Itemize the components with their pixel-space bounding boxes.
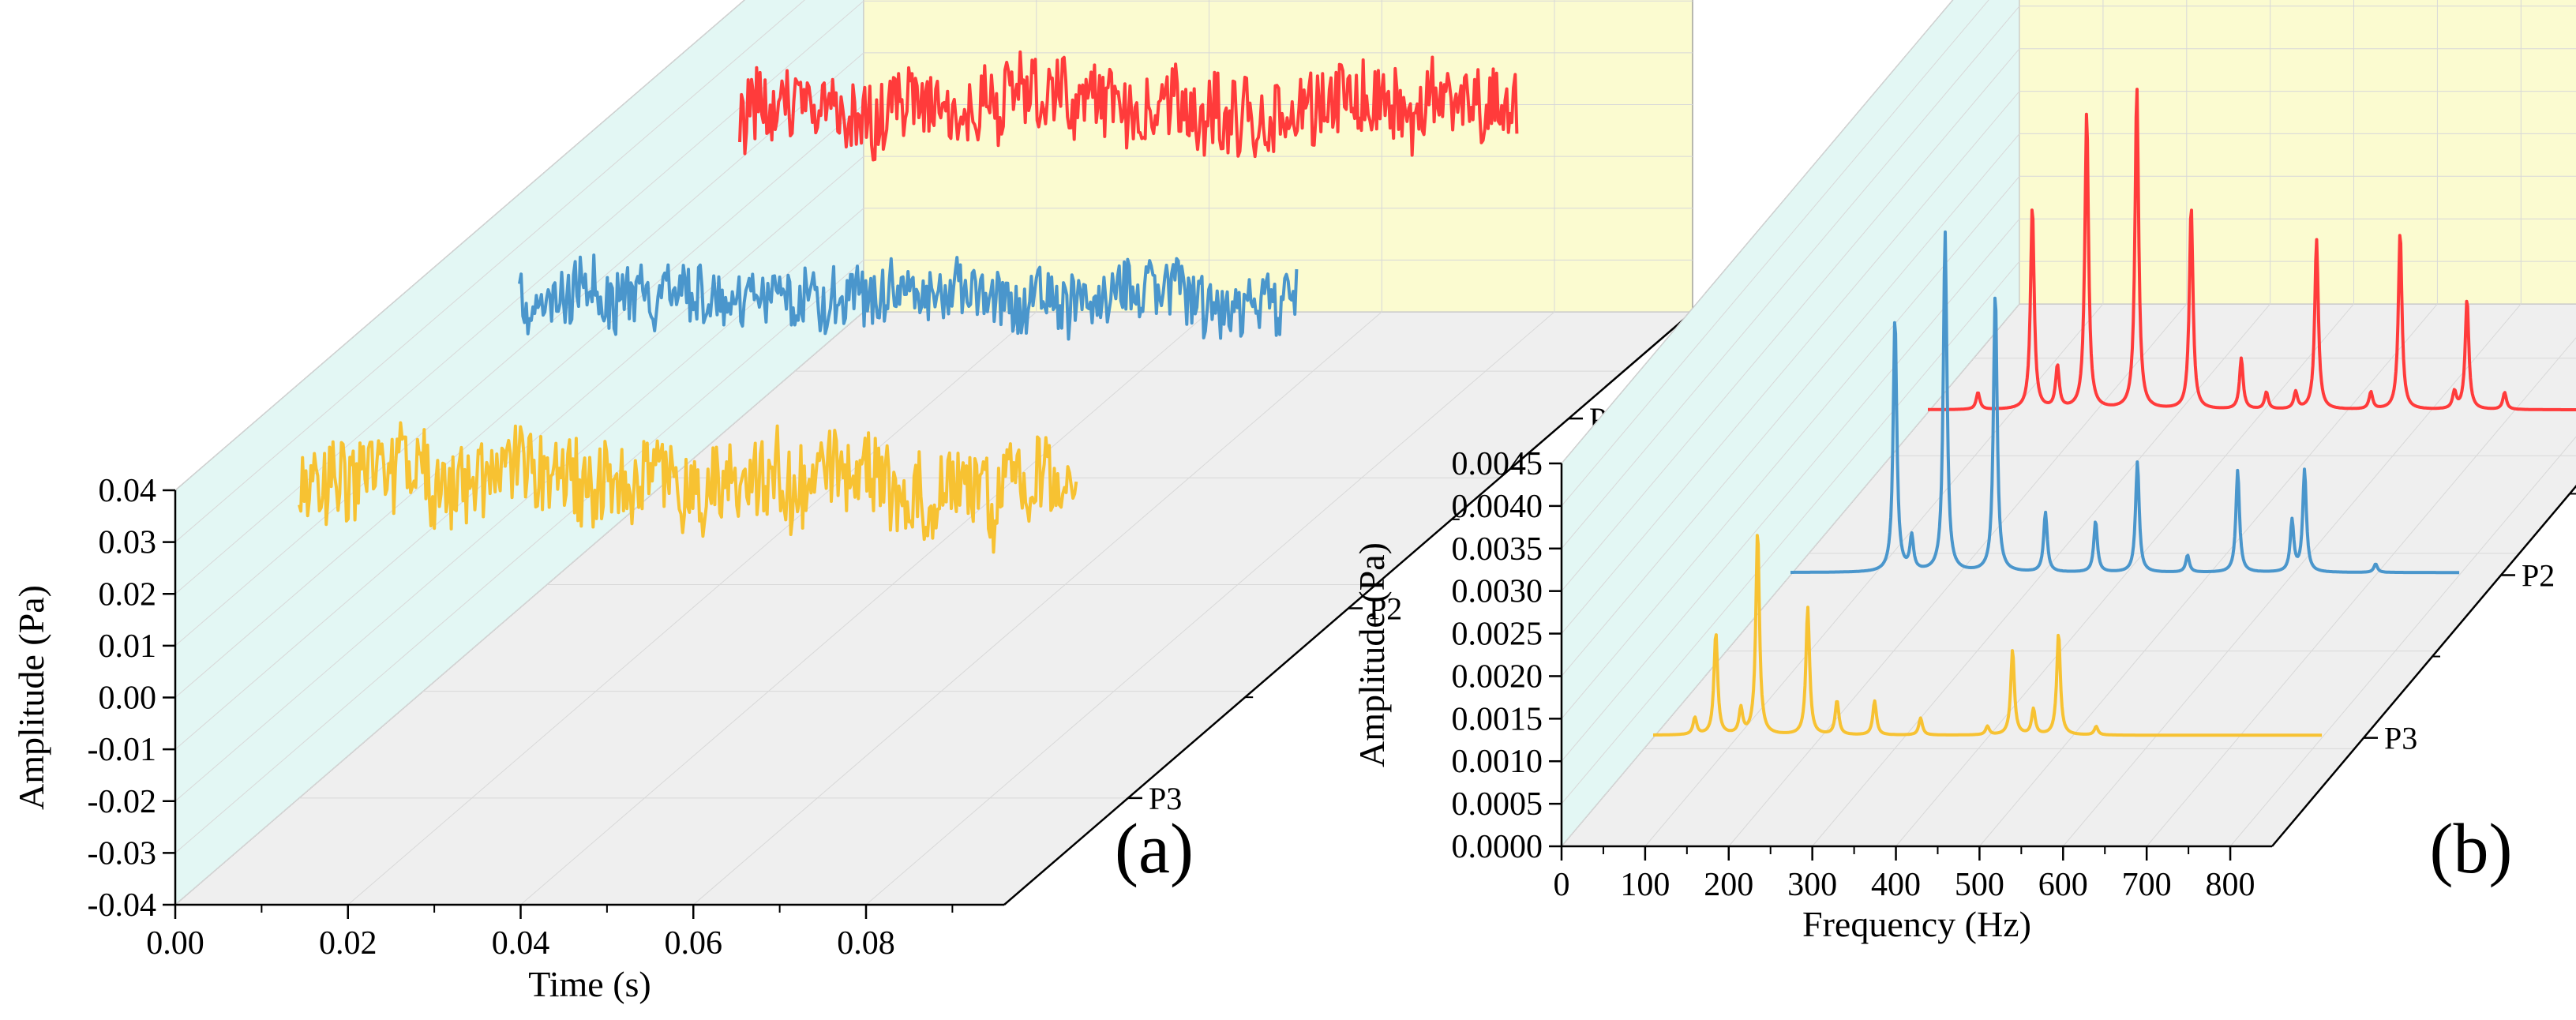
series-line-p2 <box>1790 230 2460 575</box>
x-tick-label: 300 <box>1787 867 1837 903</box>
y-tick-label: 0.0015 <box>1452 701 1543 737</box>
grid-line-y <box>1561 175 2576 719</box>
panel-label: (b) <box>2430 810 2513 888</box>
y-axis-title: Amplitude (Pa) <box>11 585 51 810</box>
x-tick-label: 500 <box>1955 867 2004 903</box>
grid-line-y <box>174 0 745 491</box>
x-tick-label: 700 <box>2122 867 2172 903</box>
grid-line-x <box>2146 337 2576 847</box>
y-tick-label: 0.0020 <box>1452 658 1543 695</box>
y-ticks: -0.04 -0.03 -0.02 -0.01 0.00 0.01 0.02 0.03 0.04 <box>88 473 175 924</box>
grid-line-y <box>1561 133 2576 677</box>
x-tick-label: 0.00 <box>146 925 204 962</box>
series-line-p1 <box>1927 88 2576 411</box>
grid-line-y <box>1561 0 1954 464</box>
y-tick-label: 0.0045 <box>1452 446 1543 482</box>
chart-panel-a: 0.00 0.02 0.04 0.06 0.08 -0.04 -0.03 -0.02 -0.01… <box>11 0 1694 1004</box>
grid-line-y <box>174 259 1693 853</box>
y-tick-label: -0.01 <box>88 732 157 768</box>
y-tick-label: 0.0005 <box>1452 786 1543 823</box>
series-label-p3: P3 <box>2384 721 2417 756</box>
series-group <box>298 50 1519 554</box>
y-tick-label: -0.04 <box>88 887 157 924</box>
x-tick-label: 0 <box>1554 867 1570 903</box>
x-tick-label: 400 <box>1871 867 1921 903</box>
series-label-p2: P2 <box>2522 558 2555 594</box>
grid-line-x <box>2229 436 2576 847</box>
series-label-p3: P3 <box>1149 781 1182 816</box>
y-tick-label: 0.01 <box>99 628 157 665</box>
y-tick-label: -0.03 <box>88 835 157 872</box>
y-tick-label: 0.0025 <box>1452 617 1543 653</box>
grid-line-y <box>1561 218 2576 762</box>
y-axis-title: Amplitude (Pa) <box>1352 542 1392 767</box>
y-tick-label: 0.03 <box>99 525 157 561</box>
x-tick-label: 800 <box>2206 867 2255 903</box>
grid-line-y <box>174 0 1693 594</box>
y-tick-label: 0.0040 <box>1452 489 1543 525</box>
series-label-p2: P2 <box>1369 591 1402 627</box>
x-tick-label: 0.02 <box>319 925 377 962</box>
y-tick-label: 0.0035 <box>1452 531 1543 568</box>
chart-panel-b: 0 100 200 300 400 500 600 700 8000.00000.00050.0… <box>1352 0 2576 944</box>
grid-line-y <box>174 0 805 542</box>
x-tick-label: 200 <box>1704 867 1753 903</box>
series-line-p3 <box>1652 534 2323 737</box>
grid-line-y <box>1561 6 2576 549</box>
series-line-p1 <box>738 50 1519 162</box>
x-tick-label: 600 <box>2038 867 2088 903</box>
grid-line-y <box>1561 0 1989 507</box>
back-wall <box>863 0 1693 313</box>
series-line-p2 <box>518 253 1299 341</box>
y-tick-label: -0.02 <box>88 784 157 820</box>
y-tick-label: 0.0000 <box>1452 829 1543 865</box>
x-axis-title: Time (s) <box>528 964 651 1004</box>
x-ticks: 0.00 0.02 0.04 0.06 0.08 <box>146 905 954 962</box>
series-line-p3 <box>298 421 1078 554</box>
grid-line-y <box>1561 48 2576 592</box>
x-tick-label: 0.08 <box>837 925 895 962</box>
grid <box>1561 0 2576 847</box>
y-tick-label: 0.00 <box>99 681 157 717</box>
series-group <box>1652 88 2576 737</box>
panel-label: (a) <box>1115 810 1194 888</box>
y-tick-label: 0.02 <box>99 576 157 613</box>
x-axis-title: Frequency (Hz) <box>1802 904 2031 944</box>
grid-line-y <box>174 208 1693 802</box>
grid-line-y <box>174 156 1693 750</box>
grid-line-y <box>1561 91 2576 634</box>
x-tick-label: 0.04 <box>492 925 550 962</box>
x-tick-label: 100 <box>1620 867 1670 903</box>
y-tick-label: 0.0030 <box>1452 574 1543 610</box>
y-ticks: 0.0000 0.0005 0.0010 0.0015 0.0020 0.0025 0.00… <box>1452 446 1562 865</box>
y-tick-label: 0.0010 <box>1452 744 1543 780</box>
x-ticks: 0 100 200 300 400 500 600 700 800 <box>1554 846 2255 903</box>
x-tick-label: 0.06 <box>665 925 723 962</box>
grid-line-y <box>1561 261 2576 804</box>
y-tick-label: 0.04 <box>99 473 157 509</box>
